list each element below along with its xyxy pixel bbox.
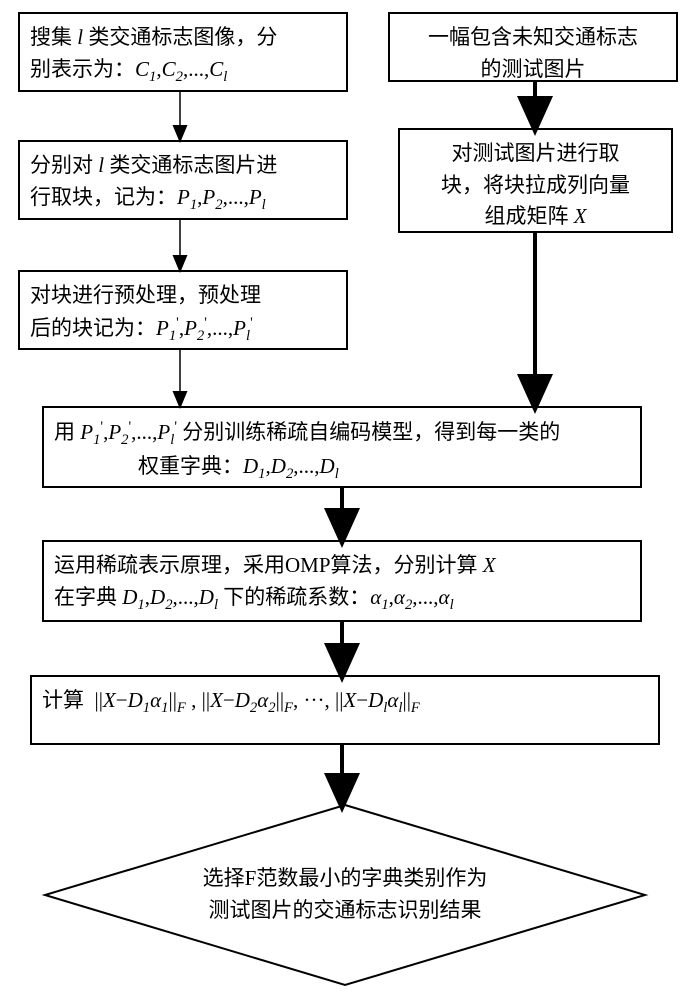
box-omp: 运用稀疏表示原理，采用OMP算法，分别计算 X在字典 D1,D2,...,Dl … [42, 540, 642, 622]
box-test-image: 一幅包含未知交通标志的测试图片 [388, 12, 678, 82]
box-patch-classes: 分别对 l 类交通标志图片进行取块，记为：P1,P2,...,Pl [18, 140, 348, 220]
box-preprocess: 对块进行预处理，预处理后的块记为：P1',P2',...,Pl' [18, 270, 348, 350]
box-train-dict: 用 P1',P2',...,Pl' 分别训练稀疏自编码模型，得到每一类的 权重字… [42, 406, 642, 488]
box-collect-classes: 搜集 l 类交通标志图像，分别表示为：C1,C2,...,Cl [18, 12, 348, 92]
box-patch-test: 对测试图片进行取块，将块拉成列向量组成矩阵 X [398, 128, 673, 233]
box-compute-norm: 计算 ||X−D1α1||F , ||X−D2α2||F, ···, ||X−D… [30, 675, 660, 745]
decision-result: 选择F范数最小的字典类别作为测试图片的交通标志识别结果 [45, 805, 645, 985]
